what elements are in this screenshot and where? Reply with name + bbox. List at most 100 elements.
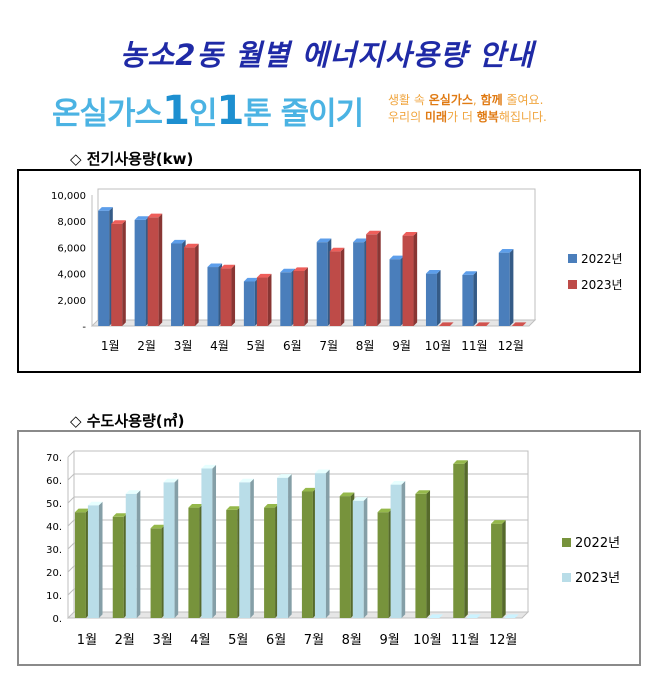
bar-s1 — [339, 492, 355, 618]
bar-flat — [428, 614, 444, 618]
bar-s2 — [475, 322, 490, 326]
bar-s1 — [171, 239, 186, 326]
bar-front — [112, 516, 124, 618]
y-tick-label: 60. — [46, 476, 62, 487]
bar-s2 — [504, 614, 519, 618]
bar-top — [314, 469, 330, 474]
y-tick-label: 0. — [52, 614, 62, 625]
electric-section-title: ◇ 전기사용량(kw) — [70, 150, 194, 168]
electric-usage-chart: - 2,000 4,000 6,000 8,000 10,000 1월 2월 3월 4월 5월 6월 7… — [51, 188, 623, 353]
bar-side — [304, 267, 308, 326]
bar-front — [316, 242, 328, 326]
x-tick-label: 8월 — [356, 339, 375, 353]
bar-top — [264, 504, 279, 508]
bar-top — [226, 506, 241, 510]
bar-front — [339, 496, 351, 618]
bar-side — [464, 460, 468, 618]
bar-front — [134, 219, 146, 326]
gridline — [67, 542, 528, 550]
bar-s2 — [256, 273, 272, 326]
bar-front — [256, 277, 268, 326]
bar-front — [377, 512, 389, 618]
x-tick-label: 11월 — [451, 633, 480, 648]
electric-chart-frame: - 2,000 4,000 6,000 8,000 10,000 1월 2월 3월 4월 5월 6월 7… — [17, 169, 641, 373]
x-tick-label: 1월 — [77, 633, 97, 648]
legend-label: 2023년 — [581, 278, 623, 292]
bar-top — [462, 271, 477, 275]
bar-side — [288, 474, 292, 618]
bar-top — [98, 207, 113, 211]
bar-top — [111, 220, 126, 224]
x-tick-label: 5월 — [247, 339, 266, 353]
bar-front — [201, 468, 213, 618]
bar-s2 — [329, 247, 345, 326]
legend-label: 2023년 — [575, 571, 620, 586]
bar-s2 — [111, 220, 126, 326]
bar-s1 — [264, 504, 279, 618]
bar-top — [453, 460, 468, 464]
bar-top — [256, 273, 272, 278]
bar-s2 — [314, 469, 330, 618]
slogan-number-1: 1 — [162, 88, 190, 134]
x-tick-label: 6월 — [266, 633, 286, 648]
bar-side — [509, 249, 514, 326]
bar-top — [366, 230, 381, 235]
gridline — [67, 588, 528, 596]
bar-s2 — [352, 497, 368, 618]
legend-swatch — [568, 254, 577, 263]
bar-top — [134, 216, 150, 220]
bar-flat — [438, 322, 454, 326]
bar-front — [226, 509, 238, 618]
gridline — [67, 519, 528, 527]
bar-side — [436, 270, 441, 326]
bar-s1 — [207, 263, 223, 326]
x-tick-label: 10월 — [425, 339, 451, 353]
x-tick-label: 3월 — [174, 339, 193, 353]
bar-top — [389, 255, 405, 260]
legend-swatch — [562, 573, 571, 582]
y-tick-label: 4,000 — [57, 270, 86, 281]
x-tick-label: 4월 — [210, 339, 229, 353]
bar-side — [158, 213, 163, 326]
gridline — [67, 496, 528, 504]
bar-front — [390, 484, 402, 618]
bar-top — [293, 267, 308, 271]
bar-front — [415, 493, 427, 618]
bar-s1 — [280, 268, 295, 326]
bar-front — [207, 267, 219, 326]
bar-top — [352, 497, 368, 501]
bar-front — [293, 270, 305, 326]
bar-front — [220, 268, 232, 326]
slogan-banner: 온실가스1인1톤 줄이기 생활 속 온실가스, 함께 줄여요. 우리의 미래가 … — [52, 88, 612, 134]
bar-s1 — [98, 207, 113, 326]
bar-top — [239, 478, 254, 483]
bar-side — [325, 469, 330, 618]
bar-front — [74, 512, 86, 618]
bar-front — [352, 500, 364, 618]
x-tick-label: 8월 — [342, 633, 362, 648]
x-tick-label: 7월 — [319, 339, 338, 353]
bar-top — [87, 501, 103, 506]
x-tick-label: 4월 — [190, 633, 210, 648]
bar-s1 — [415, 490, 431, 618]
bar-s2 — [201, 464, 217, 618]
bar-side — [267, 273, 272, 326]
bar-front — [301, 491, 313, 618]
bar-s2 — [438, 322, 454, 326]
bar-front — [147, 217, 159, 326]
legend-label: 2022년 — [575, 536, 620, 551]
x-tick-label: 7월 — [304, 633, 324, 648]
bar-front — [498, 252, 510, 326]
bar-top — [163, 478, 179, 483]
y-tick-label: 20. — [46, 568, 62, 579]
bar-s1 — [112, 513, 128, 618]
bar-top — [74, 508, 90, 513]
bar-side — [426, 490, 431, 618]
bar-front — [491, 523, 503, 618]
bar-front — [163, 482, 175, 618]
slogan-mid: 인 — [188, 96, 218, 132]
bar-top — [425, 270, 441, 274]
bar-side — [250, 478, 254, 618]
slogan-pre: 온실가스 — [52, 96, 163, 132]
bar-top — [201, 464, 217, 469]
